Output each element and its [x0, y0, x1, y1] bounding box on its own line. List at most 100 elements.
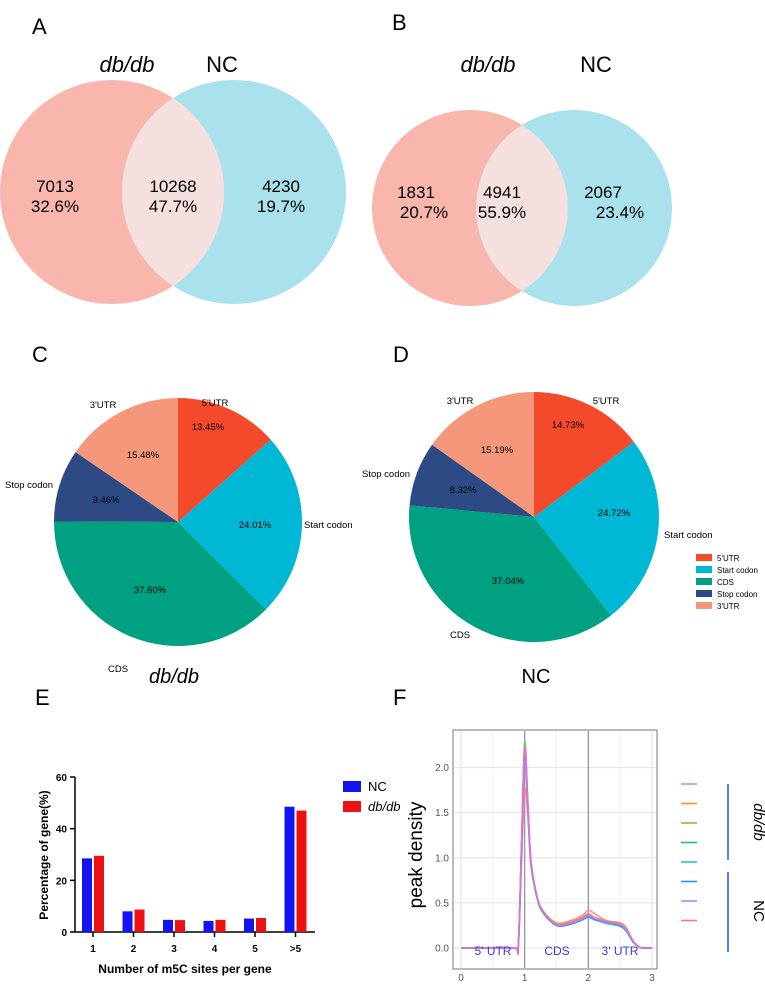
- density-x-tick-label: 2: [586, 973, 592, 984]
- pie-d-pct-stop-codon: 8.32%: [450, 485, 477, 496]
- bar-db-db-2: [134, 909, 145, 932]
- pie-c-label-5utr: 5'UTR: [202, 398, 229, 409]
- bar-y-tick-label: 20: [56, 876, 68, 887]
- pie-d-label-5utr: 5'UTR: [593, 396, 620, 407]
- density-line-nc-rep4: [461, 748, 653, 955]
- bar-legend-swatch-dbdb: [343, 801, 361, 812]
- density-x-tick-label: 0: [458, 973, 464, 984]
- legend-swatch-5utr: [696, 554, 712, 561]
- pie-chart-c: 5'UTR Start codon CDS Stop codon 3'UTR 1…: [5, 398, 353, 688]
- pie-d-label-3utr: 3'UTR: [447, 396, 474, 407]
- bar-x-tick-label: 5: [252, 944, 258, 955]
- venn-b-left-title: db/db: [460, 52, 515, 77]
- bar-x-tick-label: 2: [131, 944, 137, 955]
- bar-x-tick-label: 3: [171, 944, 177, 955]
- density-y-tick-label: 1.5: [435, 808, 449, 819]
- pie-c-pct-cds: 37.60%: [134, 585, 167, 596]
- bar-nc-1: [82, 858, 92, 932]
- pie-d-label-cds: CDS: [450, 630, 470, 641]
- venn-b: db/db NC 1831 20.7% 4941 55.9% 2067 23.4…: [372, 52, 672, 306]
- panel-letter-b: B: [392, 10, 407, 35]
- pie-d-label-stop-codon: Stop codon: [362, 469, 410, 480]
- venn-a: db/db NC 7013 32.6% 10268 47.7% 4230 19.…: [0, 52, 346, 304]
- venn-b-overlap: [476, 125, 568, 291]
- venn-b-right-count: 2067: [584, 183, 622, 202]
- venn-b-left-count: 1831: [397, 183, 435, 202]
- bar-nc-4: [203, 920, 214, 932]
- venn-a-mid-pct: 47.7%: [149, 197, 197, 216]
- pie-d-slice-start-codon: [534, 441, 659, 616]
- legend-label-stop-codon: Stop codon: [717, 590, 757, 599]
- venn-b-right-title: NC: [580, 52, 612, 77]
- bar-db-db-gt5: [296, 810, 307, 932]
- pie-d-slice-cds: [409, 505, 611, 642]
- bar-nc-3: [163, 919, 173, 932]
- bar-nc-gt5: [284, 806, 295, 932]
- venn-b-mid-count: 4941: [483, 183, 521, 202]
- bar-chart-e: 0 20 40 60 1 2 3 4 5 >5 Number of m5C sites per …: [37, 773, 401, 976]
- venn-b-mid-pct: 55.9%: [478, 203, 526, 222]
- pie-c-label-stop-codon: Stop codon: [5, 480, 53, 491]
- pie-d-slice-5-utr: [534, 392, 634, 517]
- bar-legend-swatch-nc: [343, 781, 361, 792]
- legend-swatch-stop-codon: [696, 590, 712, 597]
- bar-y-tick-label: 40: [56, 825, 68, 836]
- bar-x-axis-label: Number of m5C sites per gene: [98, 962, 272, 976]
- pie-c-slice-cds: [54, 521, 266, 646]
- venn-a-right-title: NC: [206, 52, 238, 77]
- bar-x-tick-label: 4: [212, 944, 218, 955]
- pie-d-pct-3utr: 15.19%: [481, 445, 514, 456]
- bar-db-db-3: [175, 920, 185, 932]
- pie-c-slice-3-utr: [75, 398, 178, 522]
- pie-c-slice-5-utr: [178, 398, 271, 522]
- panel-letter-f: F: [393, 685, 406, 710]
- density-x-tick-label: 1: [522, 973, 528, 984]
- bar-y-axis-label: Percentage of gene(%): [37, 790, 51, 919]
- venn-a-left-title: db/db: [99, 52, 154, 77]
- density-y-tick-label: 1.0: [435, 853, 449, 864]
- venn-a-right-pct: 19.7%: [257, 197, 305, 216]
- pie-c-label-cds: CDS: [108, 664, 128, 675]
- group-label-dbdb: db/db: [750, 803, 765, 841]
- venn-a-left-count: 7013: [36, 177, 74, 196]
- venn-a-right-count: 4230: [262, 177, 300, 196]
- bar-x-tick-label: 1: [90, 944, 96, 955]
- bar-legend-label-dbdb: db/db: [368, 799, 401, 814]
- legend-label-start-codon: Start codon: [717, 566, 758, 575]
- density-y-tick-label: 2.0: [435, 763, 449, 774]
- panel-letter-c: C: [32, 342, 48, 367]
- pie-d-slice-3-utr: [432, 392, 534, 517]
- bar-db-db-5: [256, 918, 266, 932]
- density-y-tick-label: 0.5: [435, 898, 449, 909]
- pie-c-slice-stop-codon: [54, 452, 178, 522]
- panel-letter-d: D: [393, 342, 409, 367]
- legend-label-3utr: 3'UTR: [717, 602, 740, 611]
- legend-swatch-cds: [696, 578, 712, 585]
- pie-c-label-start-codon: Start codon: [304, 520, 353, 531]
- pie-c-label-3utr: 3'UTR: [90, 400, 117, 411]
- bar-nc-5: [244, 918, 254, 932]
- pie-chart-d: 5'UTR Start codon CDS Stop codon 3'UTR 1…: [362, 392, 713, 688]
- venn-b-left-pct: 20.7%: [400, 203, 448, 222]
- density-plot-f: 0 1 2 30.00.51.01.52.0 peak density 5' UTR …: [406, 729, 765, 984]
- bar-legend-label-nc: NC: [368, 779, 387, 794]
- venn-a-overlap: [121, 98, 225, 286]
- density-region-cds: CDS: [544, 944, 569, 958]
- panel-letter-e: E: [35, 685, 50, 710]
- density-region-5utr: 5' UTR: [475, 944, 512, 958]
- legend-swatch-3utr: [696, 602, 712, 609]
- panel-letter-a: A: [32, 14, 47, 39]
- venn-b-right-pct: 23.4%: [596, 203, 644, 222]
- pie-c-pct-3utr: 15.48%: [127, 450, 160, 461]
- density-region-3utr: 3' UTR: [602, 944, 639, 958]
- pie-legend: 5'UTR Start codon CDS Stop codon 3'UTR: [696, 554, 758, 611]
- density-x-tick-label: 3: [649, 973, 655, 984]
- legend-label-cds: CDS: [717, 578, 734, 587]
- bar-y-tick-label: 0: [61, 928, 67, 939]
- pie-c-pct-5utr: 13.45%: [192, 422, 225, 433]
- pie-c-pct-start-codon: 24.01%: [239, 520, 272, 531]
- bar-nc-2: [122, 911, 133, 932]
- pie-c-slice-start-codon: [178, 439, 302, 610]
- density-plot-frame: [452, 729, 658, 970]
